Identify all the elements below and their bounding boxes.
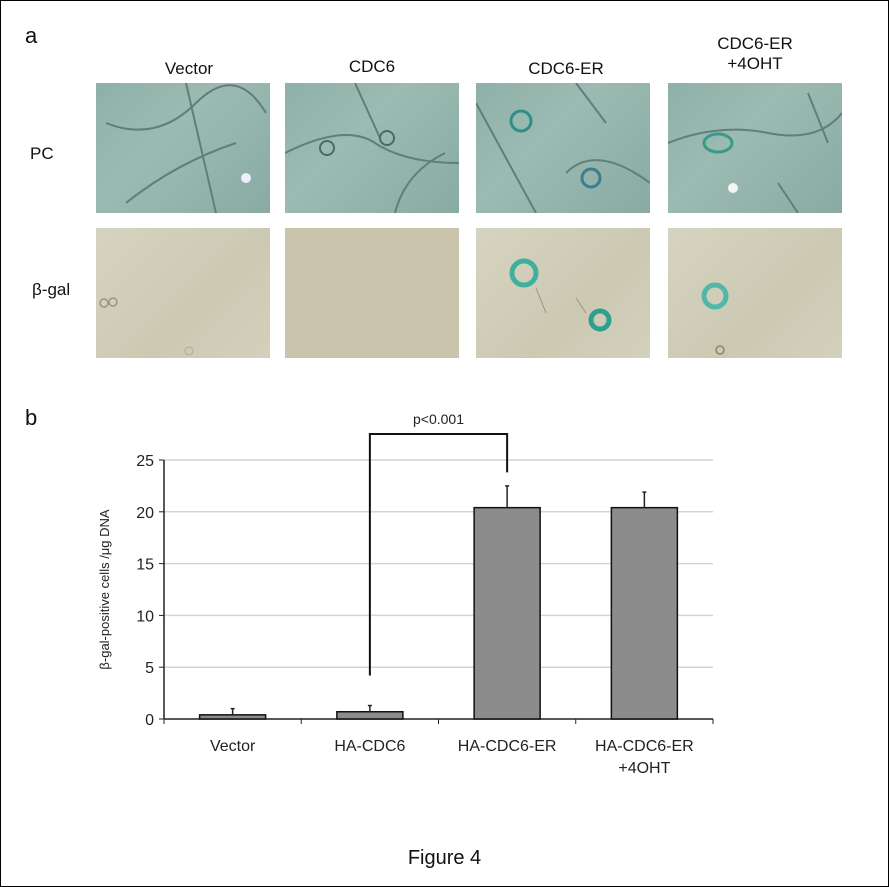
stained-cell-icon: [509, 258, 612, 332]
figure-caption: Figure 4: [407, 847, 482, 869]
bgal-image-cdc6-er: [476, 228, 650, 358]
y-tick-label: 15: [136, 557, 154, 574]
cell-outline-icon: [105, 82, 267, 214]
column-label-cdc6: CDC6: [348, 57, 396, 76]
x-tick-label: Vector: [210, 738, 256, 755]
pc-image-cdc6: [284, 82, 460, 214]
column-label-cdc6-er: CDC6-ER: [528, 59, 604, 78]
pc-image-cdc6-er-4oht: [667, 83, 843, 214]
bar-chart: 0 5 10 15 20 25 β-gal-positive cells /μg DNA Ve…: [97, 411, 714, 777]
y-tick-label: 25: [136, 453, 154, 470]
cell-outline-icon: [475, 82, 651, 214]
pc-image-cdc6-er: [475, 82, 651, 214]
significance-label: p<0.001: [413, 411, 464, 427]
column-label-cdc6-er-4oht: CDC6-ER +4OHT: [665, 34, 845, 74]
pc-image-vector: [96, 82, 270, 214]
column-label-line-2: +4OHT: [727, 54, 783, 73]
bgal-image-cdc6: [285, 228, 459, 358]
cell-outline-icon: [667, 92, 843, 214]
x-tick-label: HA-CDC6: [334, 738, 405, 755]
bar: [198, 714, 267, 720]
cell-outline-icon: [99, 297, 194, 356]
row-label-beta-gal: β-gal: [32, 280, 71, 299]
y-tick-label: 5: [145, 660, 154, 677]
row-label-pc: PC: [30, 144, 54, 163]
column-label-line-1: CDC6-ER: [717, 34, 793, 53]
column-label-vector: Vector: [164, 59, 214, 78]
y-tick-label: 20: [136, 505, 154, 522]
y-tick-label: 10: [136, 608, 154, 625]
x-tick-label: +4OHT: [618, 760, 670, 777]
x-tick-label: HA-CDC6-ER: [595, 738, 694, 755]
cell-outline-icon: [284, 82, 460, 214]
panel-b-letter: b: [25, 405, 38, 430]
stained-cell-icon: [701, 282, 729, 355]
bgal-image-cdc6-er-4oht: [668, 228, 842, 358]
bar: [336, 710, 404, 720]
bgal-image-vector: [96, 228, 270, 358]
bar: [473, 506, 541, 720]
significance-bracket: [368, 433, 509, 676]
x-tick-label: HA-CDC6-ER: [458, 738, 557, 755]
y-tick-label: 0: [145, 712, 154, 729]
panel-a-letter: a: [25, 23, 38, 48]
bar: [610, 506, 679, 720]
y-axis-label: β-gal-positive cells /μg DNA: [97, 509, 112, 670]
